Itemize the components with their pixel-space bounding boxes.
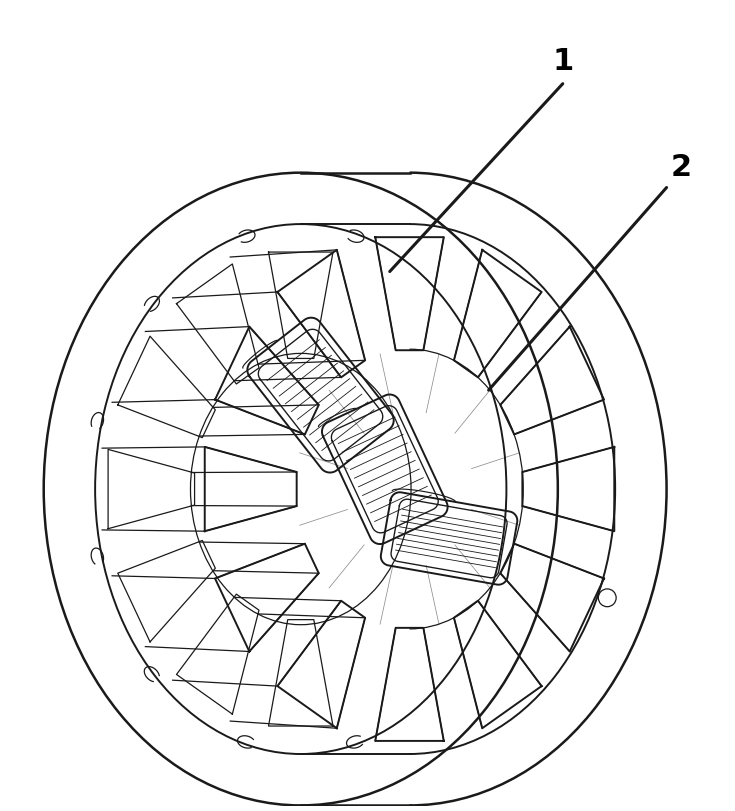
Text: 2: 2 — [671, 153, 692, 182]
Text: 1: 1 — [552, 47, 573, 76]
